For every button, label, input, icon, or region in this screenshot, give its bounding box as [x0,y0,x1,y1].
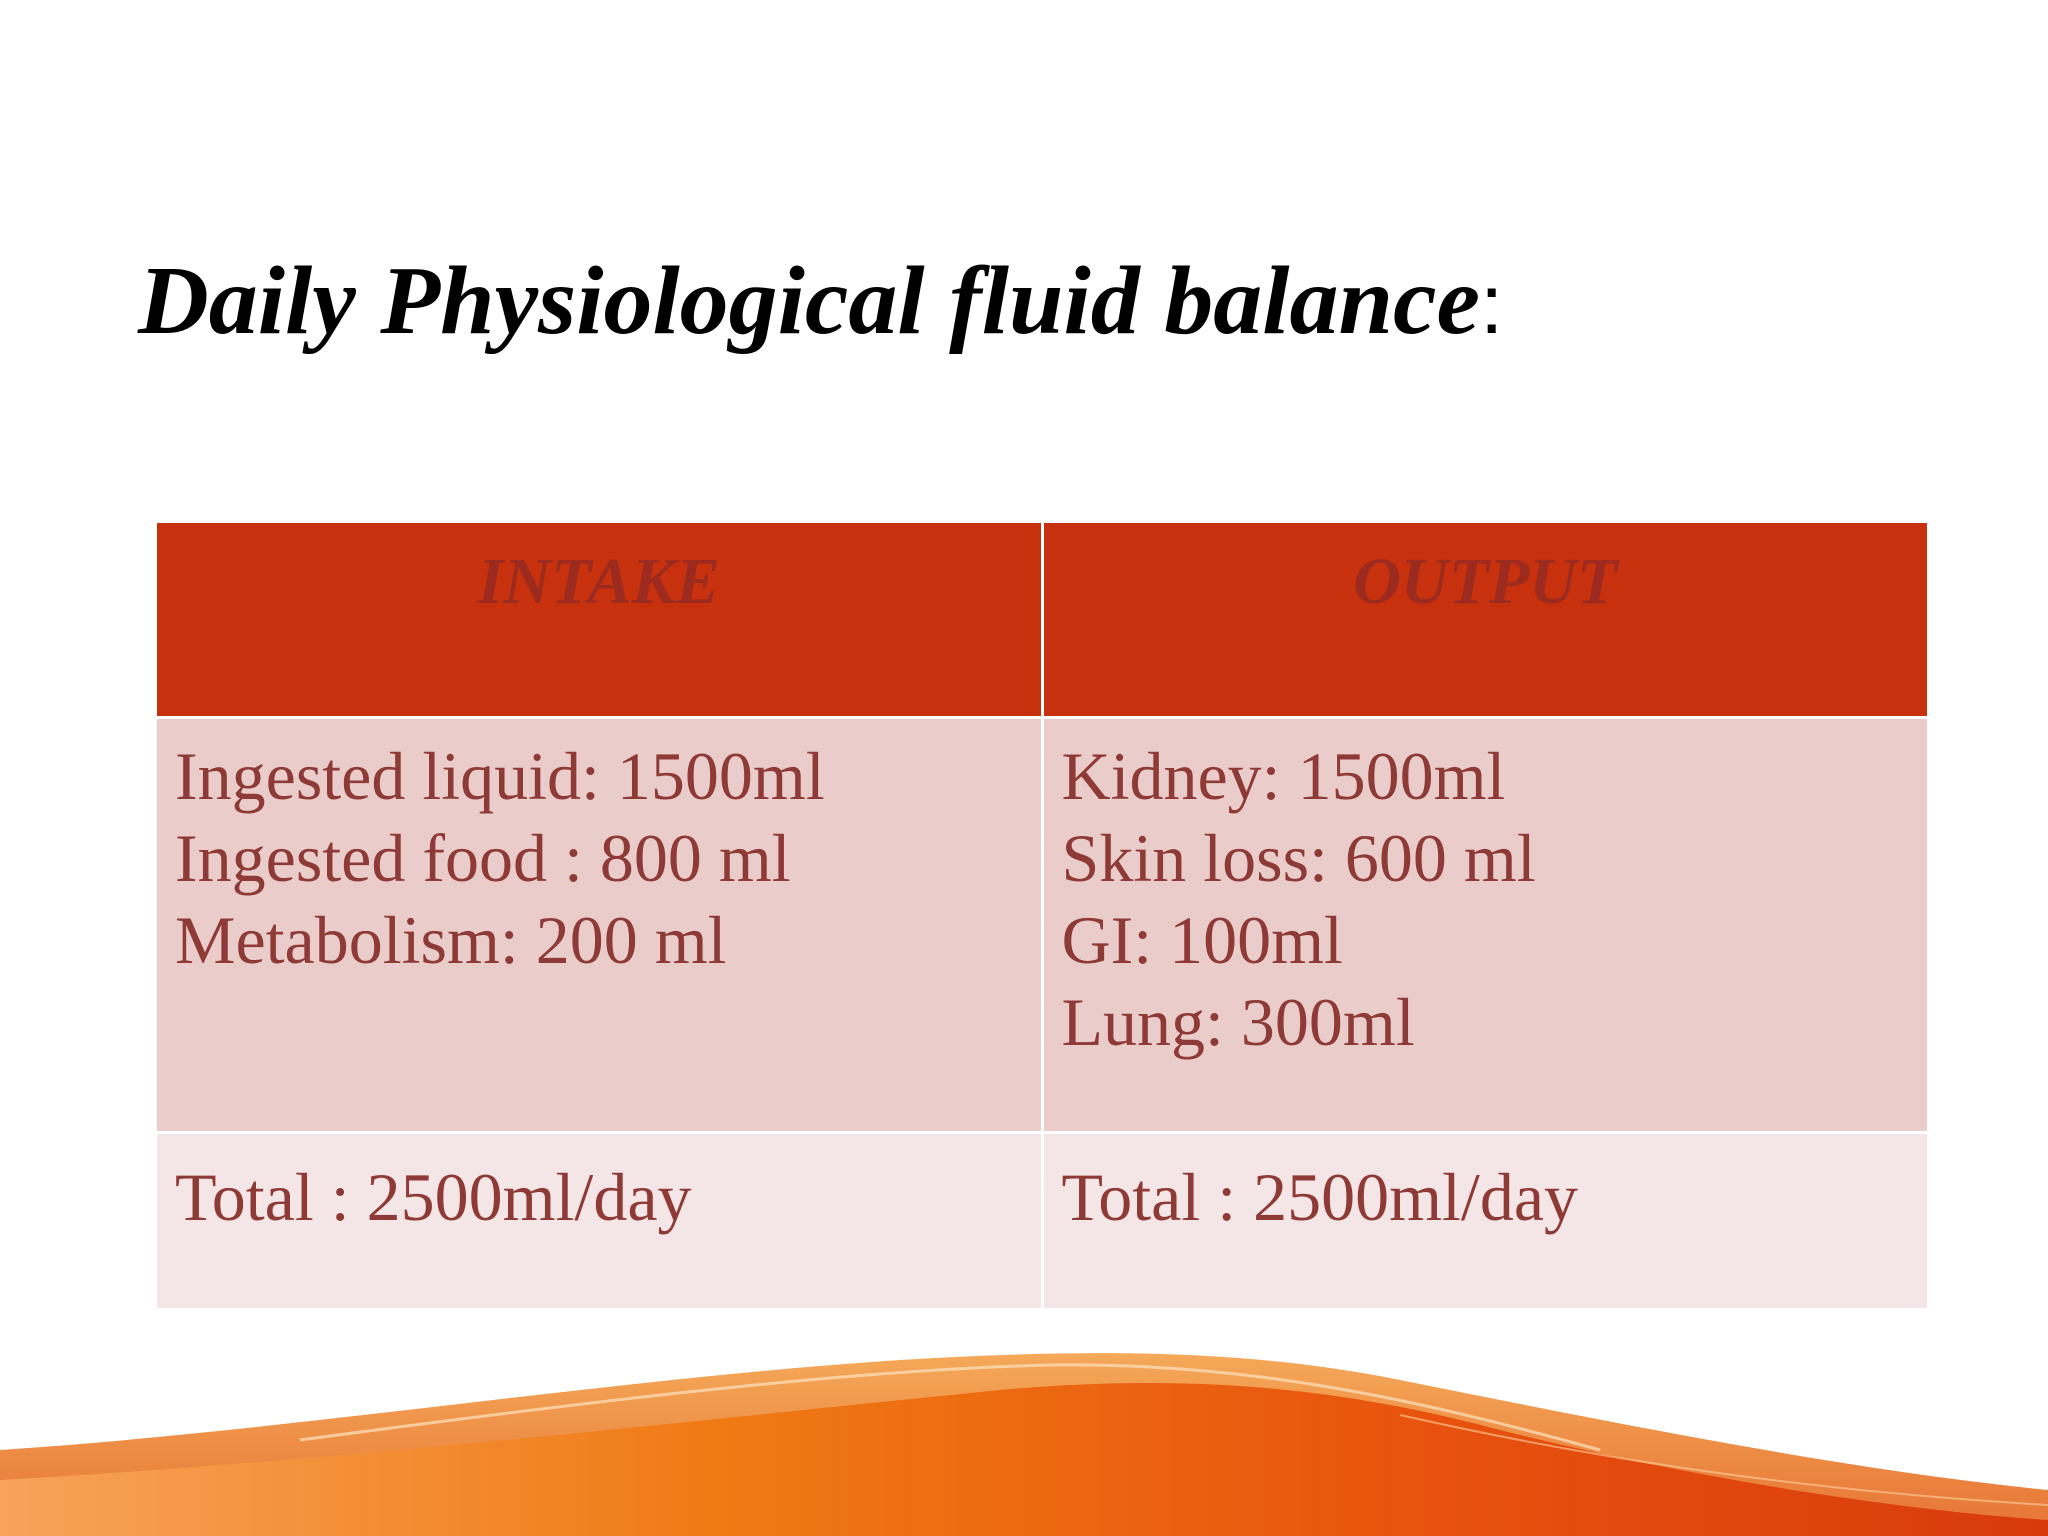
output-item: Skin loss: 600 ml [1061,820,1536,896]
intake-header-cell: INTAKE [154,520,1044,719]
intake-item: Metabolism: 200 ml [175,902,727,978]
slide-title-colon: : [1479,257,1504,351]
intake-item: Ingested food : 800 ml [175,820,791,896]
slide-title-text: Daily Physiological fluid balance [138,247,1480,355]
output-item: Kidney: 1500ml [1061,738,1506,814]
table-header-row: INTAKE OUTPUT [154,520,1930,719]
wave-highlight-line [1399,1414,2048,1506]
intake-header-label: INTAKE [477,545,720,618]
fluid-balance-table: INTAKE OUTPUT Ingested liquid: 1500ml In… [154,520,1930,1311]
output-item: GI: 100ml [1061,902,1343,978]
slide-title: Daily Physiological fluid balance: [138,247,1504,356]
wave-highlight-line [299,1363,1601,1452]
output-total: Total : 2500ml/day [1061,1159,1579,1235]
output-items-cell: Kidney: 1500ml Skin loss: 600 ml GI: 100… [1040,716,1930,1134]
intake-items-cell: Ingested liquid: 1500ml Ingested food : … [154,716,1044,1134]
intake-total: Total : 2500ml/day [175,1159,692,1235]
output-item: Lung: 300ml [1061,984,1415,1060]
decorative-orange-wave [0,1353,2048,1536]
intake-total-cell: Total : 2500ml/day [154,1131,1044,1311]
table-body-row: Ingested liquid: 1500ml Ingested food : … [154,716,1930,1134]
table-total-row: Total : 2500ml/day Total : 2500ml/day [154,1131,1930,1311]
intake-item: Ingested liquid: 1500ml [175,738,825,814]
output-header-label: OUTPUT [1353,545,1618,618]
output-total-cell: Total : 2500ml/day [1040,1131,1930,1311]
output-header-cell: OUTPUT [1040,520,1930,719]
wave-front-shape [0,1383,2048,1536]
